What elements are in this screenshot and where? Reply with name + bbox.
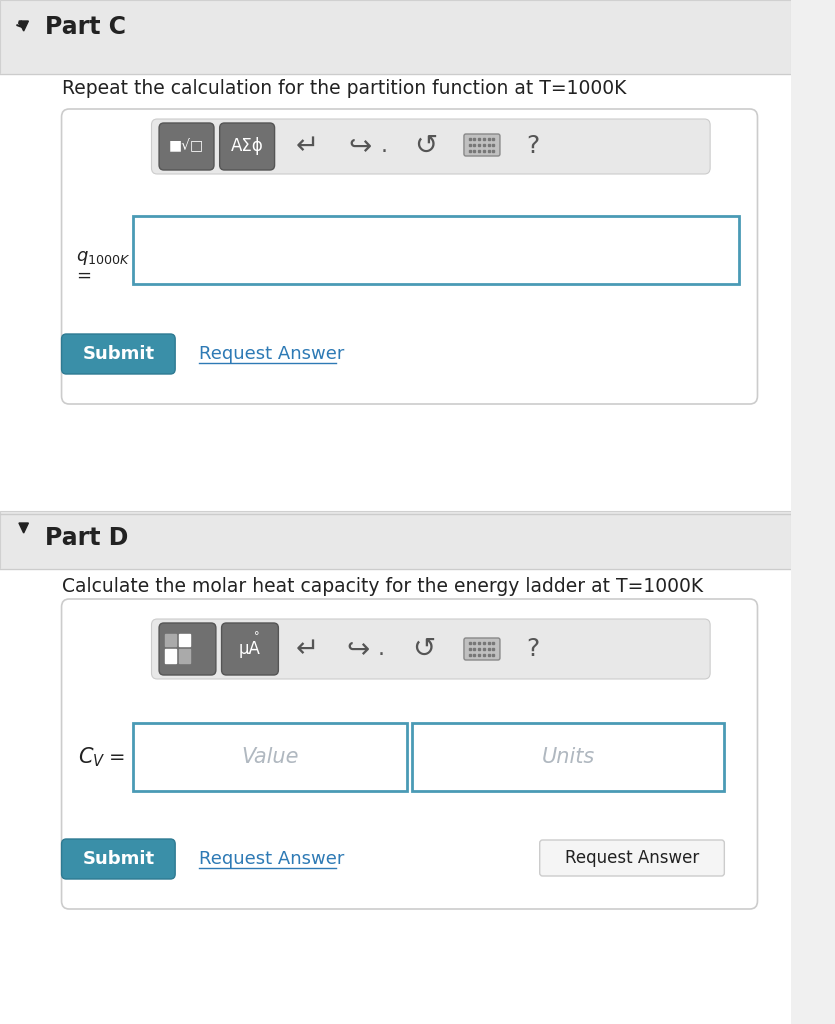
Text: Calculate the molar heat capacity for the energy ladder at T=1000K: Calculate the molar heat capacity for th… — [62, 577, 703, 596]
Text: ↪: ↪ — [348, 132, 372, 160]
FancyBboxPatch shape — [133, 216, 738, 284]
Text: $C_V$: $C_V$ — [78, 745, 105, 769]
Text: Part D: Part D — [45, 526, 129, 550]
Text: =: = — [76, 267, 91, 285]
FancyBboxPatch shape — [221, 623, 278, 675]
FancyBboxPatch shape — [164, 649, 176, 663]
Text: $q_{1000K}$: $q_{1000K}$ — [76, 249, 130, 267]
Text: =: = — [109, 748, 125, 767]
FancyBboxPatch shape — [179, 634, 190, 646]
FancyBboxPatch shape — [539, 840, 724, 876]
Text: ↺: ↺ — [412, 635, 436, 663]
FancyBboxPatch shape — [159, 123, 214, 170]
FancyBboxPatch shape — [62, 109, 757, 404]
Text: ↵: ↵ — [296, 635, 319, 663]
FancyBboxPatch shape — [220, 123, 275, 170]
FancyBboxPatch shape — [0, 569, 791, 1024]
FancyBboxPatch shape — [0, 74, 791, 514]
Text: Submit: Submit — [83, 850, 154, 868]
Text: Repeat the calculation for the partition function at T=1000K: Repeat the calculation for the partition… — [62, 80, 626, 98]
Text: ↺: ↺ — [414, 132, 438, 160]
Text: ?: ? — [526, 134, 539, 158]
Text: Request Answer: Request Answer — [199, 345, 344, 362]
FancyBboxPatch shape — [62, 599, 757, 909]
Polygon shape — [19, 523, 28, 534]
FancyBboxPatch shape — [0, 0, 791, 74]
FancyBboxPatch shape — [62, 334, 175, 374]
Polygon shape — [19, 22, 28, 31]
FancyBboxPatch shape — [164, 634, 176, 646]
Text: ■√□: ■√□ — [169, 139, 204, 153]
Text: μA: μA — [239, 640, 261, 658]
Text: ↵: ↵ — [296, 132, 319, 160]
Text: ↪: ↪ — [347, 635, 370, 663]
FancyBboxPatch shape — [151, 618, 710, 679]
FancyBboxPatch shape — [412, 723, 724, 791]
FancyBboxPatch shape — [62, 839, 175, 879]
Text: Units: Units — [541, 746, 595, 767]
Text: .: . — [381, 136, 388, 156]
Text: AΣϕ: AΣϕ — [230, 137, 264, 155]
FancyBboxPatch shape — [151, 119, 710, 174]
Text: ?: ? — [526, 637, 539, 662]
FancyBboxPatch shape — [159, 623, 216, 675]
Text: Submit: Submit — [83, 345, 154, 362]
Text: °: ° — [254, 631, 260, 641]
FancyBboxPatch shape — [133, 723, 407, 791]
FancyBboxPatch shape — [179, 649, 190, 663]
Text: Request Answer: Request Answer — [199, 850, 344, 868]
Text: Request Answer: Request Answer — [565, 849, 700, 867]
Text: .: . — [378, 639, 385, 659]
FancyBboxPatch shape — [464, 638, 500, 660]
Text: Value: Value — [241, 746, 299, 767]
Text: Part C: Part C — [45, 15, 126, 39]
FancyBboxPatch shape — [0, 511, 791, 569]
FancyBboxPatch shape — [464, 134, 500, 156]
